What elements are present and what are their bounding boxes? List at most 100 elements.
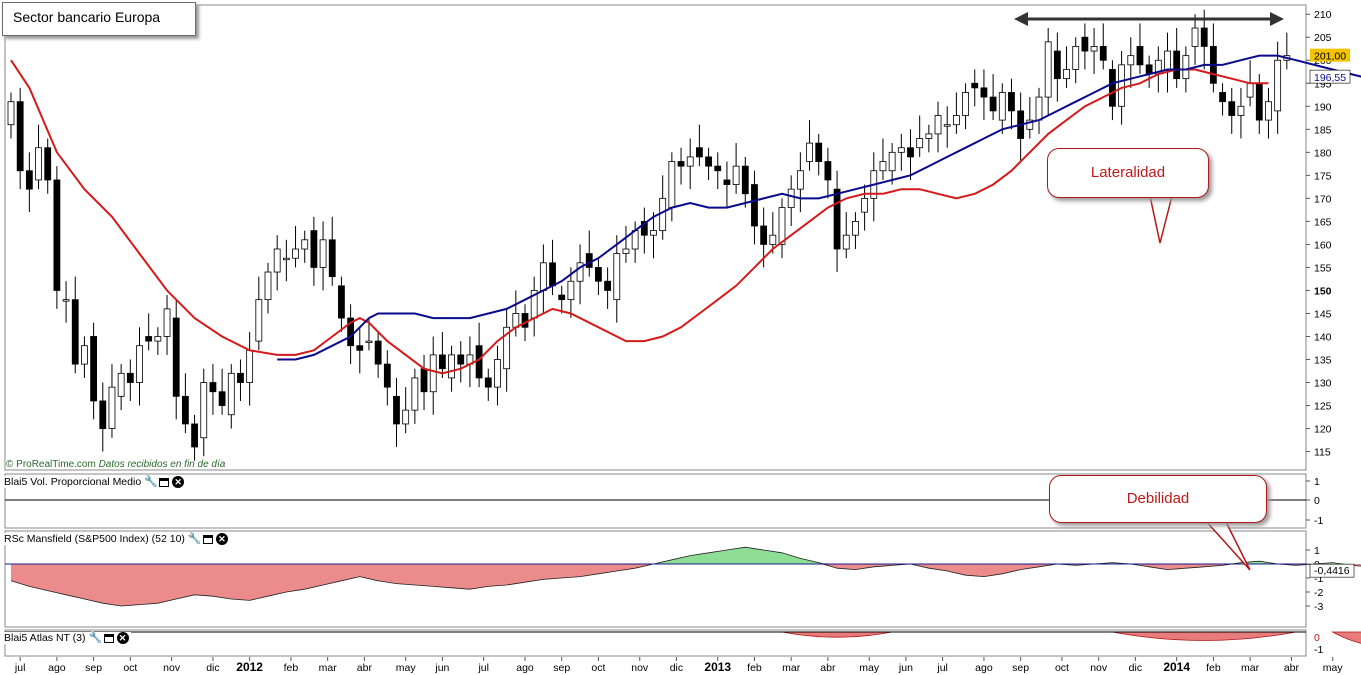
volume-tick-label: 0 (1314, 495, 1320, 507)
volume-panel-frame (4, 473, 1307, 529)
candle-bearish (1219, 92, 1226, 103)
candle-bullish (503, 326, 511, 370)
candle-bearish (907, 147, 914, 158)
x-tick-label: nov (163, 662, 181, 674)
candle-bearish (558, 294, 566, 301)
window-icon[interactable] (103, 633, 114, 643)
indicator-header-atlas: Blai5 Atlas NT (3) 🔧 ✕ (4, 632, 131, 644)
y-tick-label: 150 (1314, 285, 1332, 297)
candle-bearish (145, 336, 153, 342)
candle-bullish (136, 345, 143, 383)
candle-bullish (1237, 105, 1245, 116)
candle-bullish (567, 280, 575, 301)
x-tick-label: jun (434, 662, 449, 674)
candle-bullish (1274, 59, 1282, 112)
window-icon[interactable] (202, 534, 213, 544)
candle-bullish (292, 248, 299, 259)
mansfield-tick-label: -1 (1314, 573, 1323, 585)
candle-bearish (126, 372, 134, 383)
close-icon[interactable]: ✕ (116, 632, 129, 644)
candle-bullish (1246, 82, 1254, 98)
candle-bearish (585, 253, 593, 268)
candle-bearish (640, 220, 648, 236)
y-tick-label: 210 (1314, 9, 1332, 21)
credit-source: © ProRealTime.com (6, 459, 96, 470)
candle-bullish (1127, 55, 1135, 66)
candle-bearish (218, 391, 226, 406)
y-tick-label: 115 (1314, 447, 1331, 459)
mansfield-value-label: -0,4416 (1314, 565, 1350, 577)
window-icon[interactable] (159, 477, 170, 487)
y-tick-label: 125 (1314, 401, 1332, 413)
candle-bullish (227, 372, 235, 416)
x-tick-label: dic (670, 662, 683, 674)
x-tick-label: nov (1090, 662, 1108, 674)
candle-bullish (301, 239, 309, 250)
candle-bullish (787, 188, 795, 208)
candle-bearish (475, 345, 483, 379)
indicator-header-mansfield: RSc Mansfield (S&P500 Index) (52 10) 🔧 ✕ (4, 533, 230, 545)
x-tick-label: feb (1206, 662, 1221, 674)
candle-bearish (595, 267, 602, 282)
candle-bullish (539, 262, 547, 291)
mansfield-panel-frame (4, 530, 1307, 628)
indicator-header-volume: Blai5 Vol. Proporcional Medio 🔧 ✕ (4, 476, 187, 488)
x-tick-label: sep (553, 662, 570, 674)
atlas-tick-label: -1 (1314, 644, 1323, 656)
y-tick-label: 175 (1314, 170, 1332, 182)
x-tick-label: abr (357, 662, 373, 674)
wrench-icon[interactable]: 🔧 (187, 533, 202, 545)
candle-bearish (1109, 69, 1116, 107)
candle-bullish (402, 409, 410, 425)
candle-bearish (438, 354, 446, 370)
x-tick-label: jul (14, 662, 26, 674)
candle-bullish (1026, 119, 1034, 130)
ma-value-tag (1309, 69, 1351, 84)
candle-bearish (1008, 92, 1015, 112)
candle-bullish (282, 257, 290, 261)
candle-bullish (1063, 69, 1070, 80)
candle-bearish (1228, 101, 1236, 116)
candle-bearish (714, 165, 722, 172)
y-tick-label: 180 (1314, 147, 1332, 159)
candle-bearish (760, 225, 768, 245)
y-tick-label: 130 (1314, 378, 1332, 390)
candle-bullish (35, 147, 42, 181)
candle-bearish (989, 96, 997, 112)
x-tick-label: feb (284, 662, 299, 674)
ma-value-label: 196,55 (1314, 72, 1346, 84)
candle-bearish (824, 161, 832, 181)
candle-bearish (1255, 82, 1263, 121)
y-tick-label: 135 (1314, 355, 1332, 367)
candle-bullish (668, 161, 676, 208)
candle-bearish (383, 363, 391, 388)
wrench-icon[interactable]: 🔧 (88, 632, 103, 644)
x-tick-label: ago (975, 662, 993, 674)
candle-bullish (852, 220, 859, 236)
candle-bearish (815, 142, 823, 162)
candle-bullish (154, 336, 162, 342)
close-icon[interactable]: ✕ (172, 476, 185, 488)
close-icon[interactable]: ✕ (215, 533, 228, 545)
candle-bullish (934, 115, 942, 135)
x-tick-label: mar (1241, 662, 1260, 674)
indicator-label-volume: Blai5 Vol. Proporcional Medio (4, 476, 142, 488)
candle-bullish (861, 197, 869, 213)
callout-lateralidad-pointer (1149, 195, 1173, 244)
x-tick-label: 2014 (1163, 660, 1190, 674)
mansfield-value-tag (1309, 563, 1355, 578)
candle-bullish (650, 230, 657, 236)
candle-bearish (457, 354, 465, 365)
candle-bullish (1182, 55, 1190, 80)
candle-bullish (1191, 27, 1199, 47)
candle-bearish (44, 147, 52, 181)
candle-bearish (604, 280, 612, 291)
y-tick-label: 190 (1314, 101, 1332, 113)
candle-bullish (1044, 41, 1052, 98)
x-tick-label: ago (48, 662, 66, 674)
x-tick-label: nov (631, 662, 649, 674)
candle-bearish (209, 382, 217, 393)
wrench-icon[interactable]: 🔧 (144, 476, 158, 488)
candle-bearish (980, 87, 988, 98)
candle-bullish (1118, 64, 1126, 107)
